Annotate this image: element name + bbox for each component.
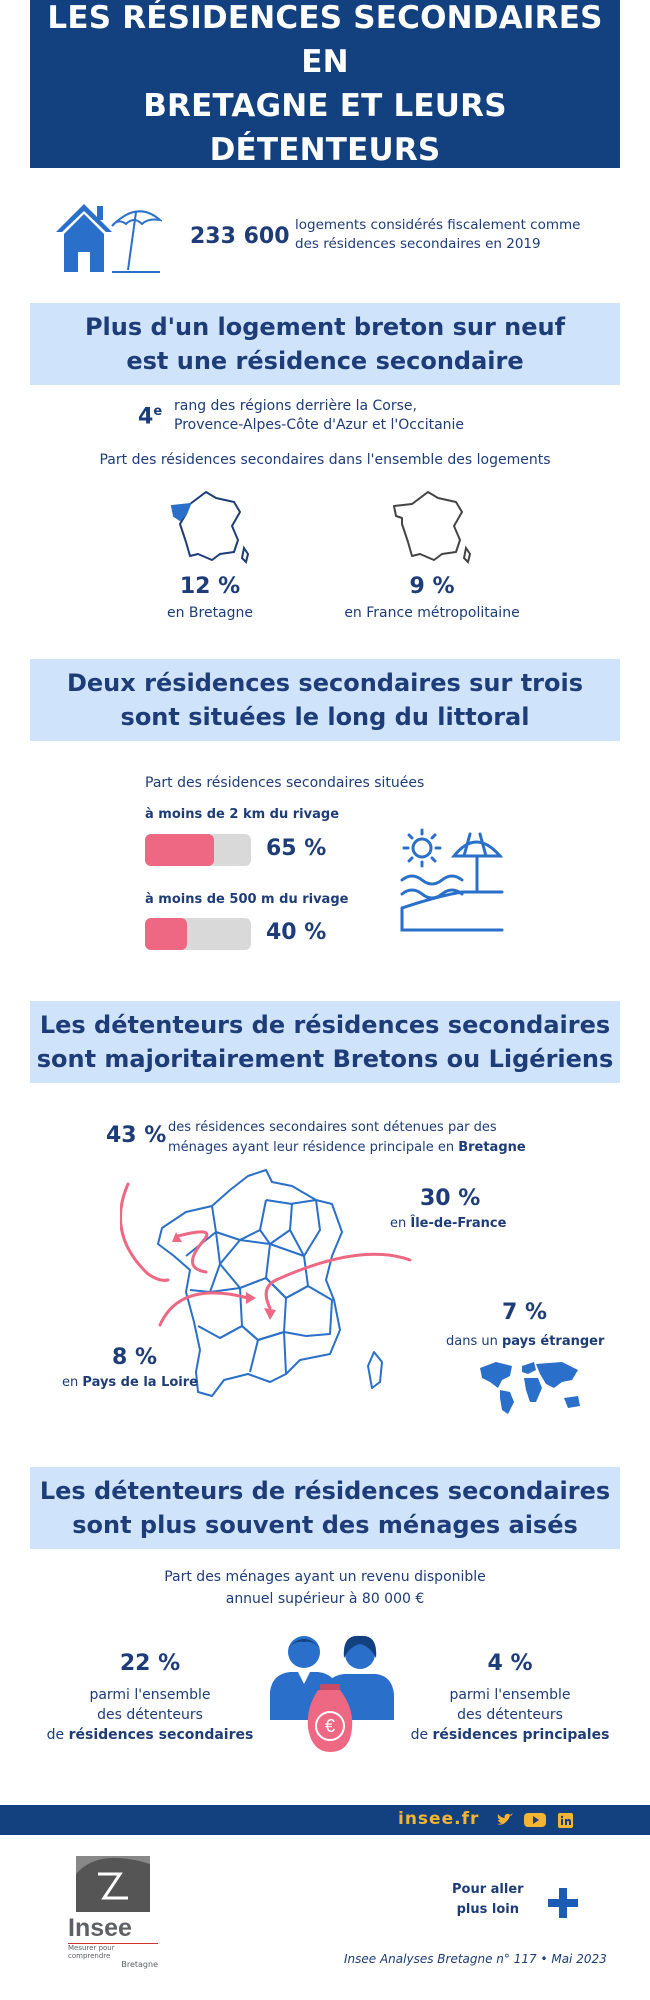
insee-site-link[interactable]: insee.fr	[398, 1809, 480, 1829]
bar-value-2km: 65 %	[266, 836, 327, 861]
idf-owners-text: en Île-de-France	[390, 1216, 507, 1231]
linkedin-icon[interactable]	[558, 1813, 573, 1828]
insee-logo: Insee Mesurer pour comprendre Bretagne	[68, 1854, 158, 1969]
wealthy-household-icon: €	[262, 1628, 398, 1754]
footer-band	[0, 1805, 650, 1835]
abroad-owners-value: 7 %	[502, 1300, 548, 1325]
publication-reference: Insee Analyses Bretagne n° 117 • Mai 202…	[344, 1952, 607, 1966]
section3-title: Les détenteurs de résidences secondaires…	[30, 1001, 620, 1083]
france-map-bretagne-icon	[168, 488, 252, 566]
france-share-value: 9 %	[409, 574, 455, 599]
bar-track-2km	[145, 834, 251, 866]
rank-number: 4e	[138, 404, 163, 430]
world-map-icon	[476, 1358, 586, 1416]
youtube-icon[interactable]	[524, 1812, 546, 1828]
rank-description: rang des régions derrière la Corse, Prov…	[174, 398, 465, 433]
bar-label-500m: à moins de 500 m du rivage	[145, 892, 349, 907]
intro-description: logements considérés fiscalement comme d…	[295, 217, 581, 252]
intro-count: 233 600	[190, 224, 290, 249]
france-share-label: en France métropolitaine	[344, 605, 520, 621]
secondary-owners-text: parmi l'ensemble des détenteurs de résid…	[46, 1687, 254, 1743]
svg-text:€: €	[325, 1716, 335, 1736]
more-info-link[interactable]: Pour aller plus loin	[452, 1882, 524, 1917]
bar-label-2km: à moins de 2 km du rivage	[145, 807, 340, 822]
pdl-owners-value: 8 %	[112, 1345, 158, 1370]
section1-title: Plus d'un logement breton sur neuf est u…	[30, 303, 620, 385]
bar-fill-2km	[145, 834, 214, 866]
bretagne-owners-text: des résidences secondaires sont détenues…	[168, 1120, 526, 1155]
bretagne-share-value: 12 %	[179, 574, 241, 599]
insee-logo-region: Bretagne	[121, 1960, 158, 1969]
insee-logo-tagline: Mesurer pour comprendre	[68, 1943, 158, 1960]
pdl-owners-text: en Pays de la Loire	[62, 1375, 198, 1390]
beach-sun-icon	[398, 826, 508, 934]
bar-value-500m: 40 %	[266, 920, 327, 945]
insee-logo-mark	[76, 1856, 150, 1912]
page-title: LES RÉSIDENCES SECONDAIRES EN BRETAGNE E…	[47, 0, 603, 168]
section4-title: Les détenteurs de résidences secondaires…	[30, 1467, 620, 1549]
insee-logo-name: Insee	[68, 1914, 132, 1942]
abroad-owners-text: dans un pays étranger	[446, 1334, 605, 1349]
primary-owners-value: 4 %	[487, 1651, 533, 1676]
idf-owners-value: 30 %	[420, 1186, 481, 1211]
france-regions-map	[118, 1160, 420, 1428]
secondary-owners-value: 22 %	[119, 1651, 181, 1676]
house-beach-umbrella-icon	[52, 196, 164, 276]
twitter-icon[interactable]	[496, 1812, 514, 1828]
section2-title: Deux résidences secondaires sur trois so…	[30, 659, 620, 741]
section1-subtitle: Part des résidences secondaires dans l'e…	[99, 452, 551, 468]
header-banner: LES RÉSIDENCES SECONDAIRES EN BRETAGNE E…	[30, 0, 620, 168]
bar-fill-500m	[145, 918, 188, 950]
section2-subtitle: Part des résidences secondaires situées	[145, 775, 425, 791]
section4-subtitle: Part des ménages ayant un revenu disponi…	[164, 1569, 486, 1607]
bretagne-share-label: en Bretagne	[166, 605, 254, 621]
bar-track-500m	[145, 918, 251, 950]
bretagne-owners-value: 43 %	[106, 1123, 167, 1148]
plus-icon[interactable]	[548, 1888, 578, 1918]
france-map-icon	[390, 488, 474, 566]
primary-owners-text: parmi l'ensemble des détenteurs de résid…	[410, 1687, 610, 1743]
